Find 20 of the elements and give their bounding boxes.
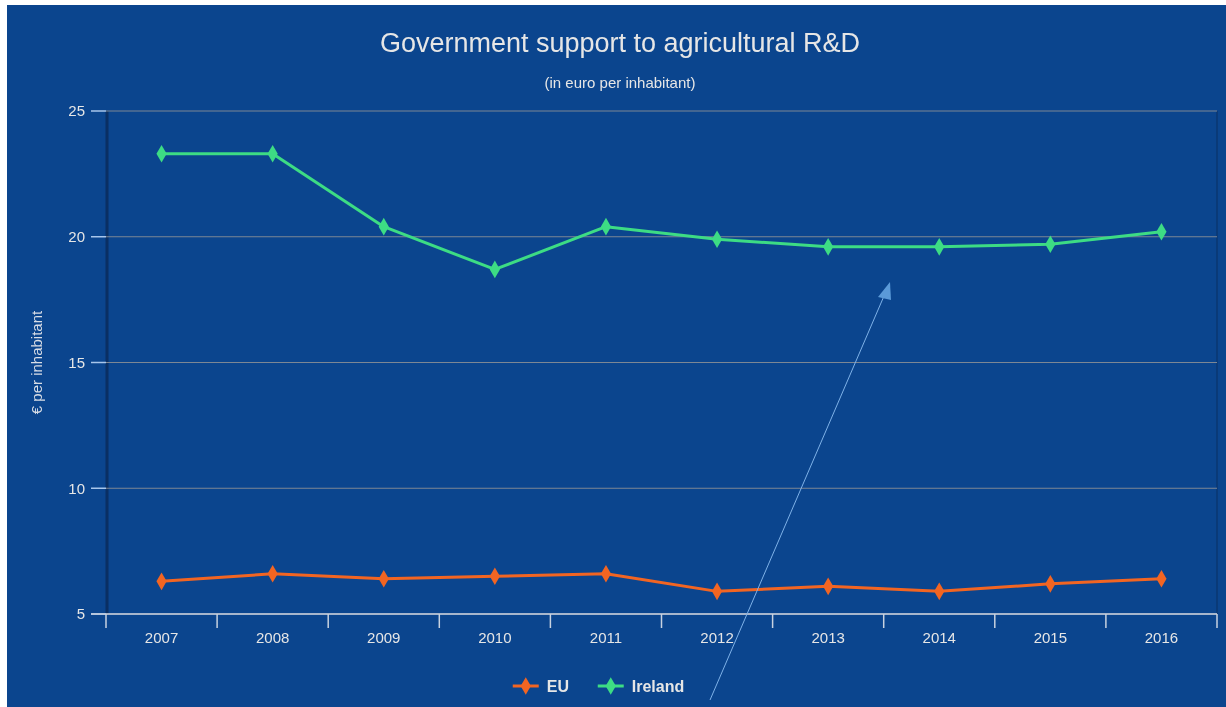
legend-label: EU	[546, 677, 569, 695]
y-tick-label: 5	[76, 605, 85, 623]
y-tick-label: 25	[68, 102, 85, 120]
y-tick-label: 10	[68, 479, 85, 497]
x-tick-label: 2008	[255, 629, 290, 646]
x-tick-label: 2012	[700, 629, 734, 646]
y-tick-label: 15	[68, 353, 85, 371]
x-tick-label: 2009	[367, 629, 401, 646]
legend-label: Ireland	[631, 677, 685, 695]
x-tick-label: 2013	[811, 629, 845, 646]
chart-title: Government support to agricultural R&D	[379, 28, 861, 58]
x-tick-label: 2007	[144, 629, 179, 646]
chart-subtitle: (in euro per inhabitant)	[544, 74, 696, 91]
x-tick-label: 2011	[589, 629, 623, 646]
y-tick-label: 20	[68, 228, 85, 245]
y-axis-title: € per inhabitant	[28, 309, 45, 415]
x-tick-label: 2016	[1144, 629, 1179, 646]
x-tick-label: 2015	[1033, 629, 1068, 646]
x-tick-label: 2014	[922, 629, 956, 646]
x-tick-label: 2010	[478, 629, 512, 646]
